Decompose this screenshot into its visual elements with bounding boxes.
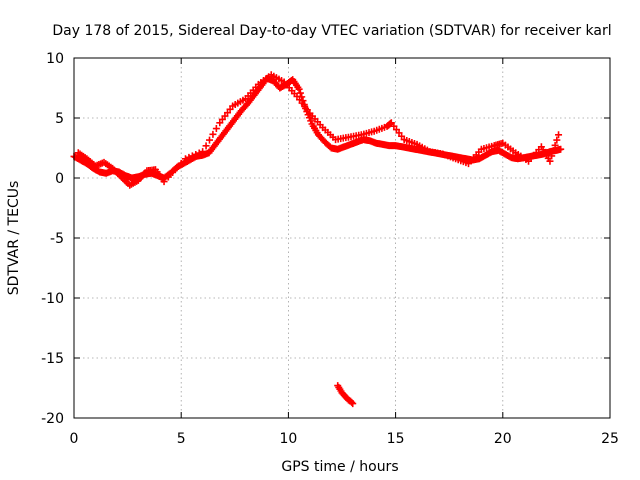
data-point (160, 178, 168, 186)
data-points (70, 71, 565, 408)
y-axis-label: SDTVAR / TECUs (6, 181, 22, 296)
x-tick-label: 25 (601, 431, 619, 447)
y-tick-labels: -20 -15 -10 -5 0 5 10 (41, 51, 64, 427)
data-point (195, 149, 203, 157)
data-point (212, 125, 220, 133)
data-point (192, 150, 200, 158)
y-tick-label: 10 (46, 51, 64, 67)
x-tick-label: 10 (279, 431, 297, 447)
data-point (557, 145, 565, 153)
data-point (551, 141, 559, 149)
y-tick-label: -20 (41, 411, 64, 427)
data-point (555, 131, 563, 139)
data-point (199, 148, 207, 156)
grid-lines (74, 58, 610, 418)
data-point (164, 173, 172, 181)
data-point (548, 152, 556, 160)
plot-frame (73, 57, 611, 419)
y-tick-label: -5 (50, 231, 64, 247)
data-point (181, 155, 189, 163)
x-tick-label: 20 (494, 431, 512, 447)
x-tick-label: 0 (70, 431, 79, 447)
data-point (202, 142, 210, 150)
y-tick-label: 0 (55, 171, 64, 187)
data-point (173, 164, 181, 172)
data-point (185, 153, 193, 161)
data-point (349, 400, 357, 408)
y-tick-label: -10 (41, 291, 64, 307)
data-point (295, 85, 303, 93)
data-point (169, 168, 177, 176)
data-point (206, 136, 214, 144)
x-tick-label: 15 (387, 431, 405, 447)
data-point (546, 157, 554, 165)
y-tick-label: 5 (55, 111, 64, 127)
data-point (549, 147, 557, 155)
data-point (209, 130, 217, 138)
data-point (177, 159, 185, 167)
data-point (188, 152, 196, 160)
data-point (348, 398, 356, 406)
data-point (553, 136, 561, 144)
chart-title: Day 178 of 2015, Sidereal Day-to-day VTE… (52, 23, 611, 39)
y-tick-label: -15 (41, 351, 64, 367)
data-point (296, 89, 304, 97)
x-tick-labels: 0 5 10 15 20 25 (70, 431, 619, 447)
x-axis-label: GPS time / hours (281, 459, 398, 475)
x-tick-label: 5 (177, 431, 186, 447)
